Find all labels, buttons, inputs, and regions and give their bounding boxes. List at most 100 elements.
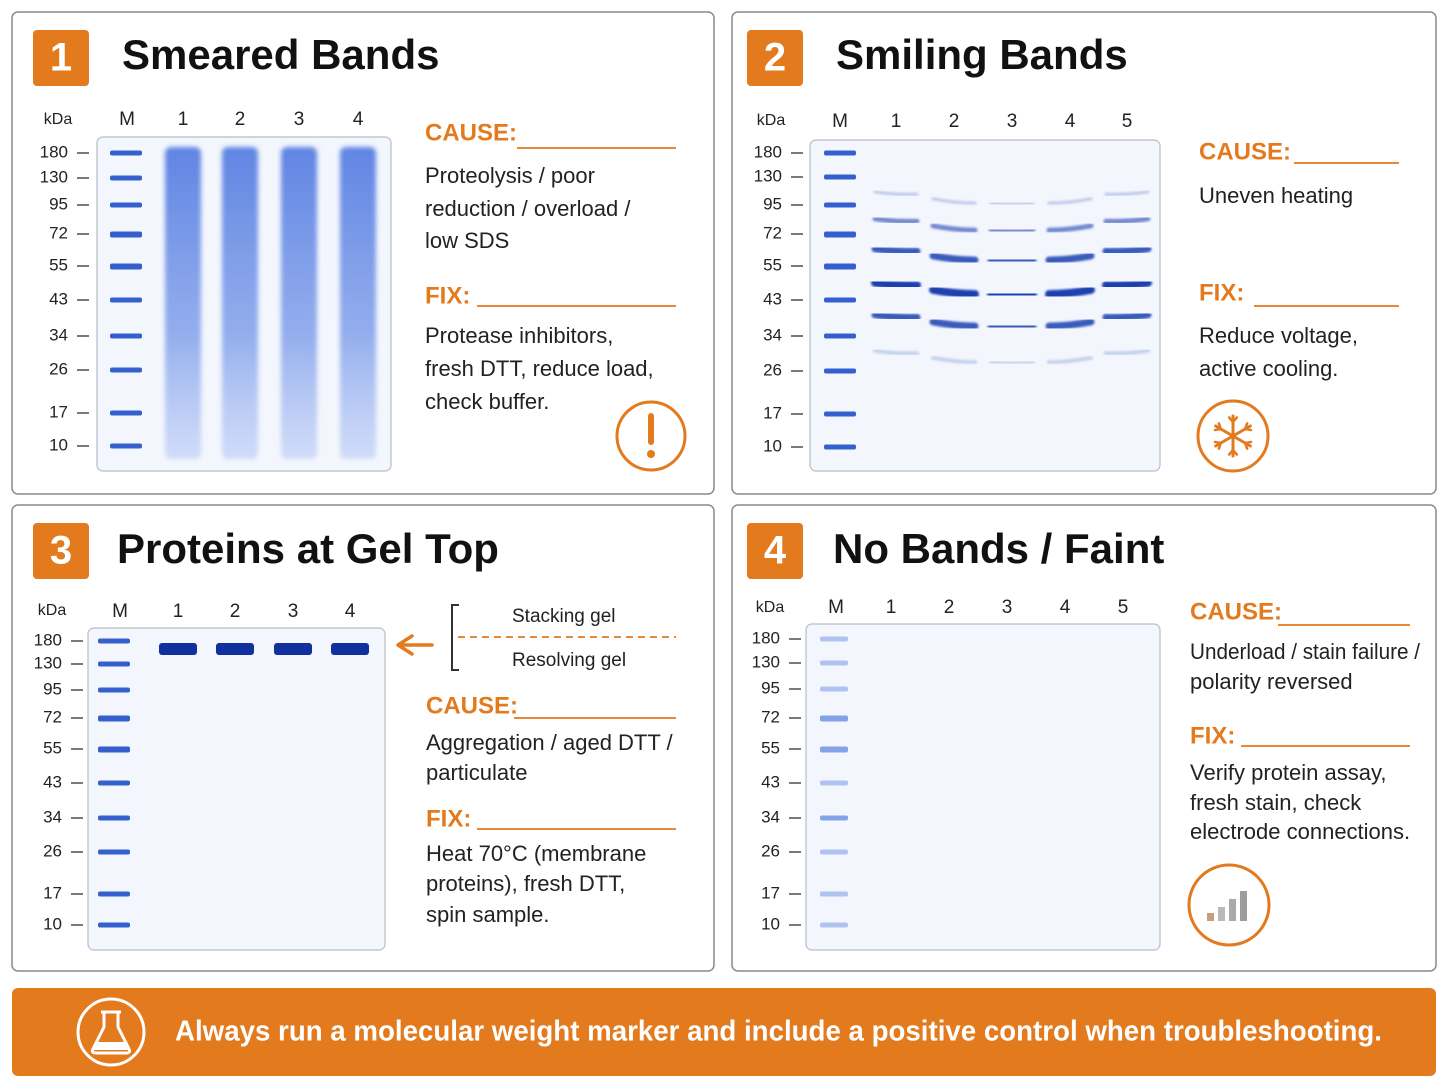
band [873, 348, 919, 356]
smear [281, 147, 317, 459]
smear [165, 147, 201, 459]
band [1045, 252, 1095, 264]
icon-part [1229, 899, 1236, 921]
gel [805, 623, 1161, 951]
icon-part [1213, 440, 1223, 450]
band [873, 190, 919, 196]
icon-ring [76, 997, 146, 1067]
panel-title: Smiling Bands [836, 31, 1128, 78]
lane-label: 4 [1060, 597, 1071, 618]
lane-label: 4 [345, 601, 356, 622]
marker-band [820, 891, 848, 897]
icon-part [1218, 907, 1225, 921]
lane-label: M [828, 597, 844, 618]
icon-ring [615, 400, 687, 472]
marker-band [98, 687, 130, 693]
icon-part [1240, 891, 1247, 921]
band [930, 223, 978, 233]
unit-label: kDa [38, 602, 67, 619]
marker-band [820, 660, 848, 666]
marker-band [98, 780, 130, 786]
band [929, 318, 979, 330]
badge [33, 30, 89, 86]
band [274, 643, 312, 655]
footer-bar [12, 988, 1436, 1076]
marker-label: 17 [43, 883, 62, 902]
marker-band [98, 638, 130, 644]
band [1045, 318, 1095, 330]
marker-label: 95 [43, 679, 62, 698]
fix-text: Protease inhibitors, [425, 323, 613, 348]
badge [747, 523, 803, 579]
cause-text: Proteolysis / poor [425, 163, 595, 188]
icon-part [1243, 440, 1253, 450]
marker-band [98, 746, 130, 753]
marker-label: 55 [43, 738, 62, 757]
marker-band [98, 891, 130, 897]
marker-label: 34 [49, 325, 68, 344]
band [871, 278, 921, 290]
marker-label: 72 [49, 223, 68, 242]
lane-label: M [832, 111, 848, 132]
marker-label: 17 [763, 403, 782, 422]
band [1104, 348, 1150, 356]
badge [33, 523, 89, 579]
marker-band [820, 715, 848, 722]
band [1046, 223, 1094, 233]
badge-number: 3 [50, 529, 72, 573]
marker-band [824, 333, 856, 339]
fix-text: electrode connections. [1190, 819, 1410, 844]
marker-label: 26 [43, 841, 62, 860]
cause-text: polarity reversed [1190, 669, 1353, 694]
marker-band [110, 175, 142, 181]
footer-text: Always run a molecular weight marker and… [175, 1016, 1382, 1048]
lane-label: 2 [944, 597, 955, 618]
cause-text: reduction / overload / [425, 196, 631, 221]
marker-band [820, 780, 848, 786]
lane-label: M [119, 109, 135, 130]
fix-text: Reduce voltage, [1199, 323, 1358, 348]
band [1047, 355, 1093, 365]
lane-label: 2 [949, 111, 960, 132]
lane-label: 3 [288, 601, 299, 622]
band [1045, 285, 1095, 299]
marker-band [824, 202, 856, 208]
fix-text: check buffer. [425, 389, 549, 414]
band [989, 360, 1035, 365]
badge-number: 1 [50, 36, 72, 80]
band [216, 643, 254, 655]
marker-label: 10 [761, 914, 780, 933]
marker-band [110, 263, 142, 270]
gel [87, 627, 386, 951]
unit-label: kDa [44, 111, 73, 128]
lane-label: 1 [886, 597, 897, 618]
cause-text: Aggregation / aged DTT / [426, 730, 674, 755]
marker-label: 10 [763, 436, 782, 455]
fix-text: spin sample. [426, 902, 550, 927]
marker-band [98, 849, 130, 855]
marker-band [110, 150, 142, 156]
marker-band [98, 922, 130, 928]
band [987, 256, 1037, 265]
smear [340, 147, 376, 459]
marker-band [820, 686, 848, 692]
marker-label: 17 [761, 883, 780, 902]
marker-band [820, 922, 848, 928]
lane-label: 1 [178, 109, 189, 130]
marker-label: 55 [761, 738, 780, 757]
marker-label: 10 [49, 435, 68, 454]
marker-label: 55 [763, 255, 782, 274]
panel-title: Smeared Bands [122, 31, 439, 78]
cause-text: low SDS [425, 228, 509, 253]
marker-band [824, 444, 856, 450]
band [1102, 311, 1152, 321]
marker-label: 95 [49, 194, 68, 213]
arrow [396, 634, 434, 656]
marker-band [824, 411, 856, 417]
band [1047, 197, 1093, 205]
badge-number: 2 [764, 36, 786, 80]
marker-label: 26 [49, 359, 68, 378]
marker-band [110, 231, 142, 238]
marker-label: 130 [754, 166, 782, 185]
